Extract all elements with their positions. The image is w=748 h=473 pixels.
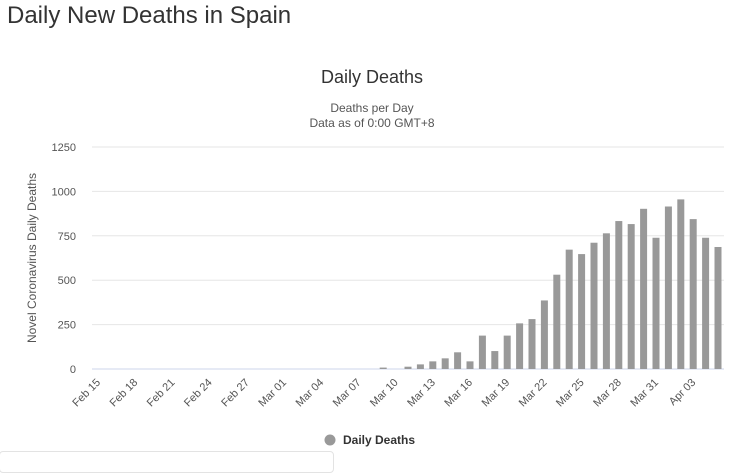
bar-mar-18[interactable] (491, 351, 499, 369)
y-tick-label: 500 (58, 275, 76, 287)
chart-title: Daily Deaths (321, 67, 423, 87)
bar-mar-30[interactable] (640, 208, 648, 369)
daily-deaths-chart: Daily Deaths Deaths per Day Data as of 0… (25, 67, 724, 447)
bar-mar-15[interactable] (454, 352, 462, 369)
bar-mar-23[interactable] (553, 274, 561, 369)
bar-apr-05[interactable] (714, 246, 722, 369)
x-tick-label: Feb 15 (70, 377, 103, 410)
y-tick-label: 250 (58, 320, 76, 332)
legend-item[interactable]: Daily Deaths (324, 433, 416, 447)
bar-apr-03[interactable] (689, 219, 697, 369)
x-tick-label: Mar 10 (368, 377, 401, 410)
x-tick-label: Mar 01 (256, 377, 289, 410)
bar-mar-14[interactable] (441, 358, 449, 369)
bar-mar-24[interactable] (565, 249, 573, 369)
bar-mar-28[interactable] (615, 221, 623, 369)
x-tick-label: Feb 18 (108, 377, 141, 410)
chart-subtitle-2: Data as of 0:00 GMT+8 (309, 116, 434, 130)
chart-subtitle-1: Deaths per Day (330, 101, 413, 115)
x-tick-label: Mar 28 (591, 377, 624, 410)
bar-mar-31[interactable] (652, 237, 660, 369)
legend-label: Daily Deaths (343, 433, 415, 447)
page-title: Daily New Deaths in Spain (7, 2, 292, 29)
bar-mar-19[interactable] (503, 335, 511, 369)
x-tick-label: Feb 24 (182, 377, 215, 410)
y-tick-label: 1000 (52, 186, 76, 198)
x-tick-label: Mar 13 (405, 377, 438, 410)
bar-mar-21[interactable] (528, 319, 536, 369)
bar-mar-20[interactable] (516, 323, 524, 369)
bar-mar-29[interactable] (627, 224, 635, 369)
bar-mar-12[interactable] (416, 364, 424, 369)
x-tick-label: Mar 04 (294, 377, 327, 410)
x-tick-label: Mar 22 (517, 377, 550, 410)
bar-mar-17[interactable] (478, 335, 486, 369)
x-tick-label: Mar 25 (554, 377, 587, 410)
bar-mar-13[interactable] (429, 361, 437, 369)
y-tick-label: 750 (58, 231, 76, 243)
legend-marker (324, 434, 336, 446)
x-tick-label: Mar 07 (331, 377, 364, 410)
x-tick-label: Mar 16 (442, 377, 475, 410)
bar-apr-02[interactable] (677, 199, 685, 369)
bar-mar-26[interactable] (590, 242, 598, 369)
bar-mar-09[interactable] (379, 367, 387, 369)
bar-mar-27[interactable] (602, 233, 610, 369)
bar-apr-01[interactable] (664, 206, 672, 369)
x-tick-label: Mar 19 (480, 377, 513, 410)
bar-mar-25[interactable] (578, 254, 586, 369)
bar-apr-04[interactable] (702, 237, 710, 369)
bar-mar-11[interactable] (404, 366, 412, 369)
bottom-panel (0, 451, 334, 473)
y-axis-label: Novel Coronavirus Daily Deaths (25, 173, 39, 343)
bar-mar-16[interactable] (466, 361, 474, 369)
y-tick-label: 0 (70, 364, 76, 376)
x-tick-label: Feb 21 (145, 377, 178, 410)
bar-mar-22[interactable] (540, 300, 548, 369)
x-tick-label: Apr 03 (667, 377, 698, 408)
x-tick-label: Feb 27 (219, 377, 252, 410)
y-tick-label: 1250 (52, 142, 76, 154)
x-tick-label: Mar 31 (628, 377, 661, 410)
